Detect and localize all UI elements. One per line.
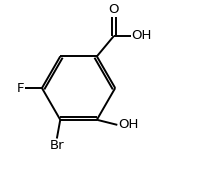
Text: Br: Br: [50, 139, 64, 152]
Text: OH: OH: [118, 118, 138, 131]
Text: O: O: [109, 3, 119, 16]
Text: F: F: [17, 82, 24, 95]
Text: OH: OH: [131, 29, 152, 42]
